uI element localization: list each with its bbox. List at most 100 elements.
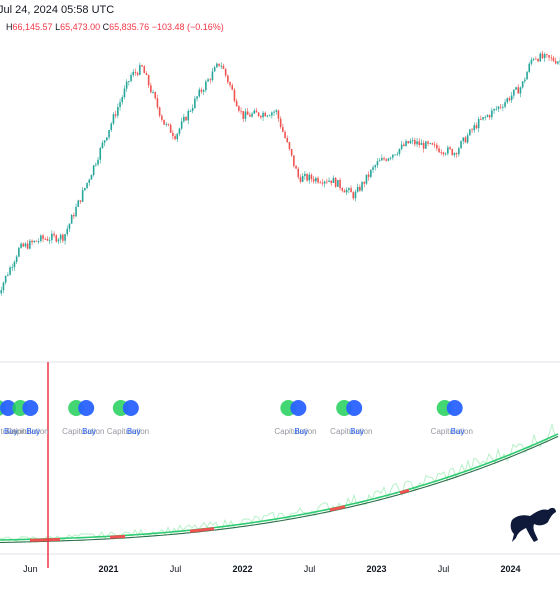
buy-label: Buy [82,427,96,436]
candle [29,238,31,250]
ohlc-l-label: L [55,22,61,32]
candle [389,156,392,161]
candle [497,105,500,113]
candle [354,189,357,202]
candle [24,242,27,248]
candle [449,146,451,151]
candle [156,94,159,110]
candle [75,203,77,218]
candle [134,68,137,76]
candle [295,164,297,169]
candle [543,52,546,62]
candle [240,107,242,115]
candle [95,162,97,167]
candle [114,110,117,119]
candle [385,157,388,162]
candle [519,86,522,98]
candle [429,142,432,145]
buy-dot [290,400,307,416]
candle [326,178,328,185]
candle [537,58,539,63]
buy-label: Buy [294,427,308,436]
candle [552,55,555,62]
candle [416,138,418,148]
buy-label: Buy [127,427,141,436]
candle [343,188,346,193]
candle [444,152,447,156]
candle [308,172,311,184]
candle [374,164,377,171]
candle [365,174,368,185]
candle [473,122,476,133]
buy-dot [446,400,463,416]
candle [40,234,42,243]
candle [275,109,278,115]
candle [176,132,179,143]
candle [48,237,51,244]
buy-dot [22,400,39,416]
candle [513,89,515,99]
candle [341,187,344,193]
candle [376,158,379,169]
ohlc-c-label: C [102,22,110,32]
candle [233,87,236,103]
candle [312,176,315,184]
time-tick-label: Jul [170,564,182,574]
candle [392,154,394,161]
candle [442,151,445,157]
candle [246,108,249,115]
candle [249,112,251,117]
candle [125,79,128,92]
capitulation-label: Capitulation [62,427,104,436]
time-tick-label: 2021 [99,564,119,574]
candle [150,82,152,94]
candle [495,105,498,111]
candle [504,99,506,109]
buy-label: Buy [451,427,465,436]
datetime-label: Jul 24, 2024 05:58 UTC [0,4,115,16]
candle [420,139,423,145]
candle [143,65,146,74]
buy-label: Buy [350,427,364,436]
candle [411,137,414,145]
candle [139,62,141,76]
candle [0,286,3,296]
candle [282,123,284,133]
candle [136,71,139,77]
candle [42,233,44,243]
candle [46,236,49,242]
buy-label: Buy [26,427,40,436]
candle [453,152,456,158]
candle [57,237,60,245]
candle [260,114,262,120]
candle [471,127,473,134]
buy-dot [0,400,17,416]
candle [352,190,355,201]
candle [290,148,293,157]
buy-dot [346,400,363,416]
candle [31,239,33,246]
buy-dot [78,400,95,416]
candle [169,123,172,134]
candle [189,109,192,113]
candle [235,98,238,107]
capitulation-label: Capitulation [107,427,149,436]
candle [532,57,535,62]
candle [301,173,304,183]
candle [526,70,528,80]
candle [548,54,550,61]
candle [18,246,20,258]
candle [77,199,80,207]
candle [521,80,524,89]
candle [266,114,269,118]
candle [172,130,174,140]
candle [37,238,40,245]
candle [130,72,132,83]
candle [510,91,513,103]
candle [477,116,480,132]
candle [433,141,436,148]
time-axis-ticks: 20Jun2021Jul2022Jul2023Jul2024 [23,564,520,574]
candle [400,140,403,151]
